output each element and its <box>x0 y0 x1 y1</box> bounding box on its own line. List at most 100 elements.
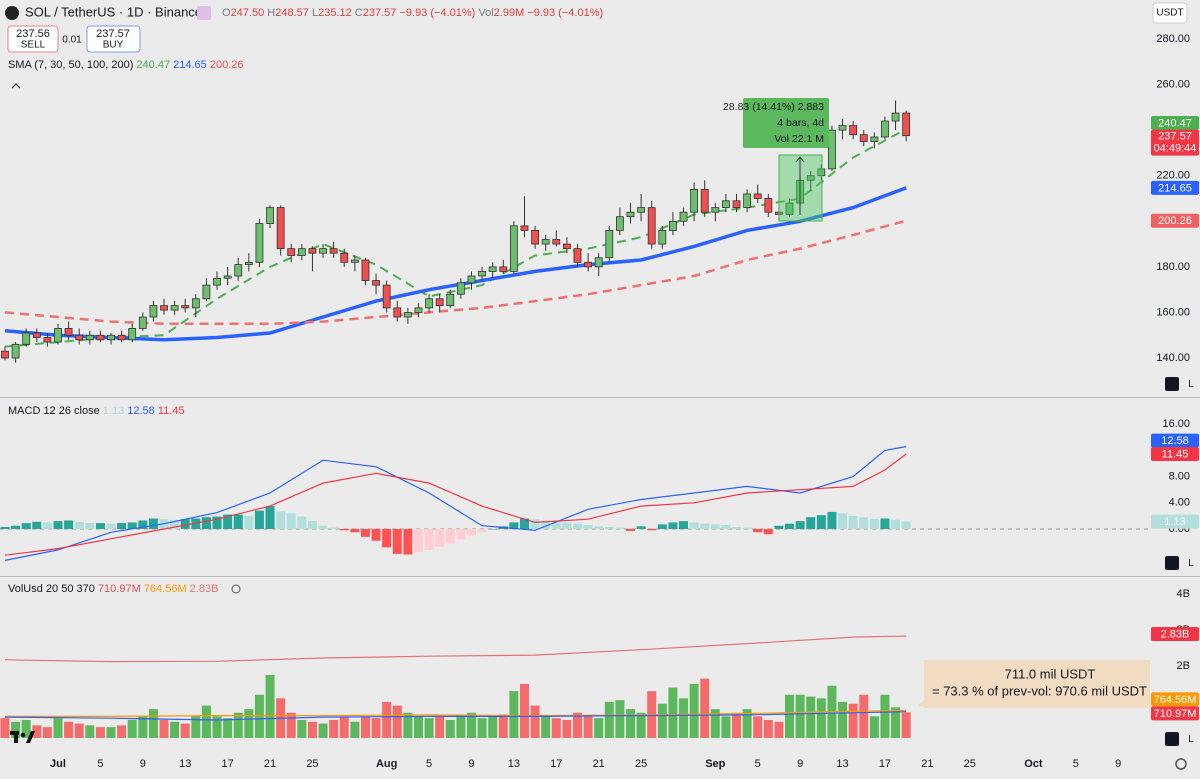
auto-scale-button[interactable] <box>1165 556 1179 570</box>
buy-label[interactable]: BUY <box>103 40 124 51</box>
volume-bar <box>307 721 317 738</box>
volume-bar <box>477 718 487 738</box>
candle-body <box>96 334 105 341</box>
auto-scale-button[interactable] <box>1165 377 1179 391</box>
x-tick-label: 9 <box>797 758 803 770</box>
candle-body <box>700 188 709 213</box>
currency-box[interactable] <box>1152 2 1188 24</box>
volume-bar <box>594 718 604 738</box>
sell-price[interactable]: 237.56 <box>16 28 50 40</box>
ohlc-value: 237.57 <box>363 7 397 19</box>
candle-body <box>191 298 200 309</box>
buy-price[interactable]: 237.57 <box>96 28 130 40</box>
candle-body <box>859 134 868 142</box>
x-tick-label: 21 <box>264 758 276 770</box>
volume-badge-box <box>1151 627 1199 642</box>
histogram-bar <box>827 511 837 529</box>
histogram-bar <box>541 520 551 529</box>
histogram-bar <box>562 522 572 529</box>
auto-scale-label[interactable]: A <box>1169 558 1176 569</box>
candle-body <box>181 305 190 309</box>
candle-body <box>626 211 635 218</box>
price-badge: 214.65 <box>1158 182 1192 194</box>
logo-part <box>14 731 18 743</box>
candle-body <box>1 350 9 359</box>
ohlc-change: −9.93 (−4.01%) <box>399 7 475 19</box>
tooltip-text: = 73.3 % of prev-vol: 970.6 mil USDT <box>932 683 1147 698</box>
auto-scale-button[interactable] <box>1165 732 1179 746</box>
measure-text: 28.83 (14.41%) 2,883 <box>723 101 824 113</box>
candle-body <box>902 112 911 137</box>
brand-logo[interactable] <box>10 731 35 743</box>
histogram-bar <box>11 525 21 529</box>
currency[interactable]: USDT <box>1156 8 1183 19</box>
histogram-bar <box>212 516 222 529</box>
macd-legend[interactable]: MACD 12 26 close 1.13 12.58 11.45 <box>8 405 185 417</box>
log-scale-label[interactable]: L <box>1188 379 1194 390</box>
histogram-bar <box>201 517 211 529</box>
volume-value: 710.97M <box>98 583 141 595</box>
volume-badge-box <box>1151 692 1199 707</box>
flag-icon[interactable] <box>197 6 211 20</box>
volume-value: 2.83B <box>190 583 219 595</box>
hide-icon[interactable] <box>231 584 241 594</box>
histogram-bar <box>901 521 911 529</box>
indicator-line <box>4 186 907 342</box>
histogram-bar <box>848 515 858 529</box>
sma-legend[interactable]: SMA (7, 30, 50, 100, 200) 240.47 214.65 … <box>8 59 244 71</box>
volume-bar <box>572 712 582 738</box>
volume-bar <box>626 709 636 738</box>
candle-body <box>308 248 317 254</box>
histogram-bar <box>138 520 148 529</box>
volume-bar <box>466 712 476 738</box>
buy-button[interactable]: 237.57 BUY <box>86 25 141 53</box>
volume-bar <box>11 721 21 738</box>
candle-body <box>149 305 158 318</box>
buy-box[interactable] <box>86 25 141 53</box>
volume-bar <box>95 727 105 738</box>
collapse-icon[interactable] <box>11 83 21 89</box>
volume-bar <box>244 709 254 738</box>
histogram-bar <box>583 525 593 529</box>
auto-scale-label[interactable]: A <box>1169 734 1176 745</box>
histogram-bar <box>32 521 42 529</box>
sell-label[interactable]: SELL <box>21 40 46 51</box>
auto-scale-label[interactable]: A <box>1169 379 1176 390</box>
histogram-bar <box>53 521 63 529</box>
log-scale-label[interactable]: L <box>1188 734 1194 745</box>
histogram-bar <box>700 523 710 529</box>
candle-body <box>85 334 94 341</box>
ohlc-value: 2.99M <box>494 7 525 19</box>
volume-bar <box>689 683 699 738</box>
candle-body <box>478 271 486 277</box>
candle-body <box>22 332 31 345</box>
candle-body <box>722 200 730 209</box>
sma-title: SMA (7, 30, 50, 100, 200) <box>8 59 133 71</box>
candle-body <box>562 243 571 250</box>
candle-body <box>828 129 836 170</box>
volume-bar <box>891 707 901 738</box>
ohlc-key: Vol <box>478 7 493 19</box>
volume-bar <box>806 696 816 738</box>
settings-icon[interactable] <box>1175 758 1187 770</box>
histogram-bar <box>795 521 805 529</box>
candle-body <box>541 239 550 245</box>
sell-button[interactable]: 237.56 SELL <box>7 25 59 53</box>
symbol-title[interactable]: SOL / TetherUS · 1D · Binance <box>25 4 202 19</box>
candle-body <box>11 343 20 359</box>
histogram-bar <box>95 523 105 529</box>
volume-legend[interactable]: VolUsd 20 50 370 710.97M 764.56M 2.83B <box>8 583 218 595</box>
histogram-bar <box>254 510 264 529</box>
histogram-bar <box>191 518 201 529</box>
sell-box[interactable] <box>7 25 59 53</box>
volume-bar <box>509 691 519 738</box>
candle-body <box>838 125 847 131</box>
candle-body <box>456 282 465 295</box>
histogram-bar <box>64 520 74 529</box>
log-scale-label[interactable]: L <box>1188 558 1194 569</box>
candle-body <box>605 230 614 259</box>
candle-body <box>711 207 720 213</box>
macd-badge: 1.13 <box>1164 516 1185 528</box>
candle-body <box>32 332 41 338</box>
macd-value: 11.45 <box>158 405 185 417</box>
